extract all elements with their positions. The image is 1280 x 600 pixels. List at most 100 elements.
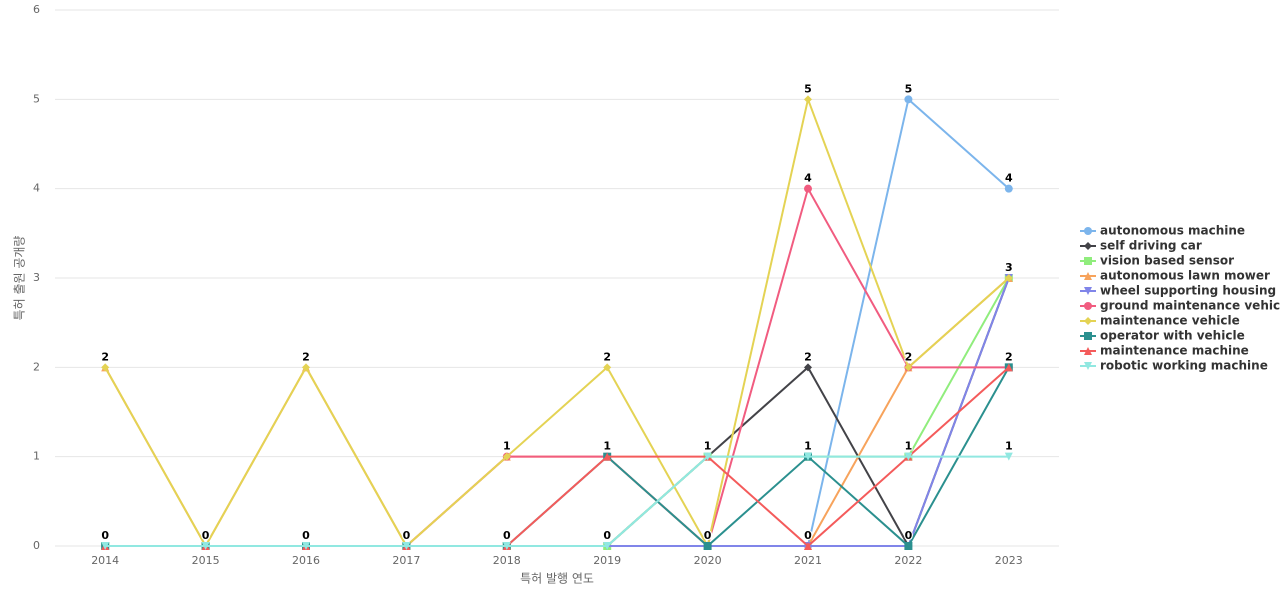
legend-label: maintenance vehicle [1100, 314, 1240, 328]
marker [603, 542, 612, 550]
data-label: 0 [905, 529, 913, 542]
data-label: 0 [603, 529, 611, 542]
data-label: 0 [804, 529, 812, 542]
marker [804, 184, 812, 193]
marker [1004, 274, 1013, 282]
marker [302, 363, 310, 372]
marker [904, 542, 913, 550]
data-label: 1 [804, 440, 812, 453]
data-label: 0 [202, 529, 210, 542]
data-label: 1 [503, 440, 511, 453]
data-label: 0 [403, 529, 411, 542]
legend-label: maintenance machine [1100, 344, 1249, 358]
data-label: 1 [804, 440, 812, 453]
data-label: 0 [704, 529, 712, 542]
data-label: 1 [704, 440, 712, 453]
data-label: 0 [503, 529, 511, 542]
data-label: 0 [202, 529, 210, 542]
marker [1004, 184, 1013, 193]
legend-marker [1084, 227, 1092, 235]
series-line [105, 455, 1009, 547]
data-label: 4 [1005, 172, 1013, 185]
marker [101, 542, 110, 550]
marker [502, 542, 511, 550]
data-label: 0 [202, 529, 210, 542]
data-label: 0 [202, 529, 210, 542]
data-label: 0 [302, 529, 310, 542]
data-label: 2 [905, 350, 913, 363]
data-label: 4 [804, 172, 812, 185]
data-label: 1 [905, 440, 913, 453]
data-label: 0 [403, 529, 411, 542]
legend-label: autonomous lawn mower [1100, 269, 1270, 283]
data-label: 1 [503, 440, 511, 453]
data-label: 1 [704, 440, 712, 453]
y-tick-label: 4 [33, 182, 40, 195]
data-label: 5 [905, 82, 913, 95]
data-label: 2 [101, 350, 109, 363]
y-tick-label: 0 [33, 539, 40, 552]
series-line [105, 97, 1010, 547]
x-tick-label: 2020 [694, 554, 722, 567]
y-tick-label: 2 [33, 360, 40, 373]
data-label: 0 [101, 529, 109, 542]
legend-label: vision based sensor [1100, 254, 1234, 268]
data-label: 0 [704, 529, 712, 542]
data-label: 0 [302, 529, 310, 542]
marker [904, 363, 913, 372]
data-label: 0 [503, 529, 511, 542]
marker [1004, 452, 1013, 461]
data-label: 0 [905, 529, 913, 542]
x-tick-label: 2023 [995, 554, 1023, 567]
marker [603, 363, 612, 372]
data-label: 2 [905, 350, 913, 363]
x-tick-label: 2014 [91, 554, 119, 567]
x-tick-label: 2015 [192, 554, 220, 567]
data-label: 0 [503, 529, 511, 542]
marker [402, 542, 411, 550]
data-label: 1 [503, 440, 511, 453]
y-tick-label: 3 [33, 271, 40, 284]
data-label: 0 [403, 529, 411, 542]
x-tick-label: 2017 [392, 554, 420, 567]
series-line [104, 95, 1010, 549]
marker [302, 542, 310, 550]
data-label: 0 [704, 529, 712, 542]
legend-marker [1084, 272, 1092, 280]
data-label: 0 [403, 529, 411, 542]
data-label: 0 [704, 529, 712, 542]
legend-label: autonomous machine [1100, 224, 1245, 238]
marker [904, 95, 913, 104]
data-label: 0 [202, 529, 210, 542]
x-tick-label: 2022 [894, 554, 922, 567]
y-axis-title: 특허 출원 공개량 [13, 236, 27, 321]
marker [201, 542, 210, 550]
data-label: 0 [804, 529, 812, 542]
data-label: 0 [101, 529, 109, 542]
legend-marker [1084, 317, 1092, 325]
marker [502, 452, 511, 461]
data-label: 0 [302, 529, 310, 542]
legend-label: ground maintenance vehicle [1100, 299, 1280, 313]
legend-label: wheel supporting housing [1100, 284, 1276, 298]
legend-label: robotic working machine [1100, 359, 1268, 373]
data-label: 2 [302, 350, 310, 363]
data-label: 0 [101, 529, 109, 542]
marker [703, 542, 712, 550]
data-label: 0 [704, 529, 712, 542]
legend-marker [1084, 362, 1092, 370]
x-tick-label: 2019 [593, 554, 621, 567]
marker [603, 452, 612, 461]
data-label: 0 [804, 529, 812, 542]
data-label: 0 [302, 529, 310, 542]
data-label: 1 [603, 440, 611, 453]
data-label: 5 [804, 82, 812, 95]
legend-marker [1084, 257, 1092, 265]
y-tick-label: 6 [33, 3, 40, 16]
marker [804, 452, 812, 461]
data-label: 0 [403, 529, 411, 542]
data-label: 1 [905, 440, 913, 453]
data-label: 3 [1005, 261, 1013, 274]
data-label: 0 [603, 529, 611, 542]
